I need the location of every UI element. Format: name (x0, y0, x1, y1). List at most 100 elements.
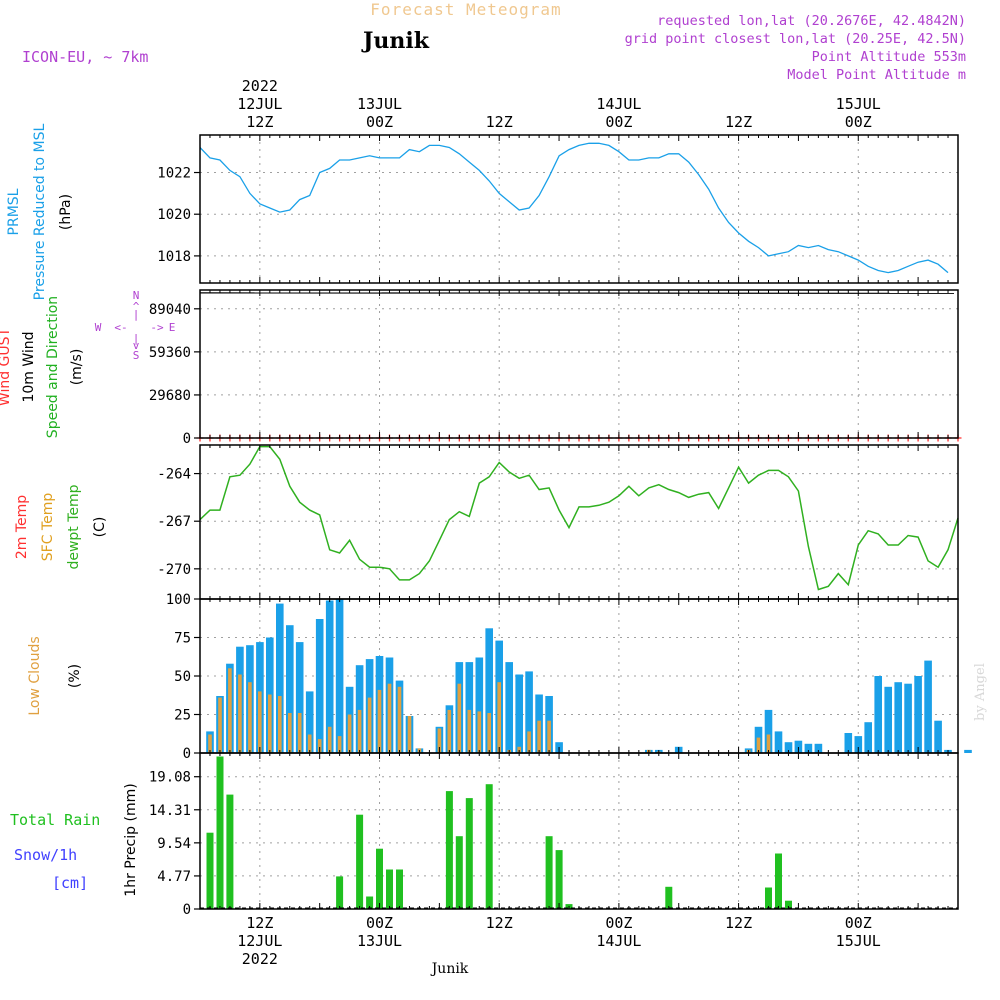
compass-arrow-n: ^ (133, 300, 140, 313)
low-cloud-bar (457, 683, 462, 753)
y-axis-label-clouds: Total Clouds (0, 634, 3, 719)
chart-title: Forecast Meteogram (370, 0, 561, 19)
low-cloud-bar (497, 682, 501, 753)
y-axis-label-wind: (m/s) (69, 349, 85, 386)
total-cloud-bar (804, 743, 813, 753)
y-axis-label-temperature: 2m Temp (14, 495, 30, 559)
requested-coords: requested lon,lat (20.2676E, 42.4842N) (657, 13, 966, 29)
time-label-top: 2022 (242, 77, 278, 95)
low-cloud-bar (377, 689, 382, 753)
y-tick-label: 19.08 (149, 770, 191, 786)
time-label-bottom: 15JUL (836, 932, 881, 950)
total-cloud-bar (794, 740, 803, 753)
gridpoint-coords: grid point closest lon,lat (20.25E, 42.5… (625, 31, 966, 47)
low-cloud-bar (347, 714, 352, 753)
total-cloud-bar (335, 599, 344, 753)
rain-bar (485, 784, 493, 909)
time-label-top: 14JUL (596, 95, 641, 113)
low-cloud-bar (317, 739, 322, 753)
rain-bar (336, 876, 344, 909)
point-altitude: Point Altitude 553m (812, 49, 966, 65)
dewpoint-series-line (199, 445, 959, 591)
y-axis-label-temperature: SFC Temp (40, 493, 56, 562)
axis-ticks (194, 135, 959, 910)
total-cloud-bar (904, 683, 912, 753)
y-tick-label: 4.77 (157, 869, 191, 885)
y-axis-label-clouds: (%) (67, 664, 83, 688)
y-tick-label: 0 (183, 902, 191, 918)
rain-bar (386, 869, 393, 909)
total-cloud-bar (884, 686, 892, 753)
y-axis-label-pressure: PRMSL (6, 188, 22, 235)
rain-bar (366, 896, 374, 909)
time-label-bottom: 00Z (845, 914, 872, 932)
time-label-top: 12Z (486, 113, 513, 131)
y-tick-label: -264 (157, 467, 191, 483)
y-tick-label: -270 (157, 562, 191, 578)
total-cloud-bar (355, 665, 364, 753)
rain-bar (775, 853, 782, 909)
low-cloud-bar (766, 734, 771, 753)
total-cloud-bar (485, 628, 493, 753)
time-label-top: 12Z (246, 113, 273, 131)
time-label-top: 00Z (605, 113, 632, 131)
total-cloud-bar (934, 720, 942, 753)
total-cloud-bar (276, 603, 284, 753)
time-label-bottom: 13JUL (357, 932, 402, 950)
y-tick-label: 89040 (149, 302, 191, 318)
total-cloud-bar (525, 671, 533, 753)
y-axis-label-pressure: Pressure Reduced to MSL (32, 123, 48, 300)
y-tick-label: 100 (166, 592, 191, 608)
y-tick-label: 14.31 (149, 803, 191, 819)
rain-bar (226, 794, 234, 909)
y-axis-label-clouds: Low Clouds (27, 636, 43, 715)
time-label-bottom: 2022 (242, 950, 278, 968)
y-tick-label: 50 (174, 669, 191, 685)
panel-frame-wind (199, 289, 959, 439)
y-tick-label: -267 (157, 514, 191, 530)
compass-east: E (169, 321, 176, 334)
panel-frame-pressure (199, 134, 959, 284)
panel-frame-temperature (199, 444, 959, 600)
rain-bar (216, 756, 224, 909)
low-cloud-bar (238, 674, 242, 753)
total-cloud-bar (854, 736, 863, 753)
low-cloud-bar (756, 737, 761, 753)
compass-arrow-w: <- (114, 321, 127, 334)
pressure-series-line (199, 142, 949, 274)
time-label-top: 15JUL (836, 95, 881, 113)
compass-arrow-e: -> (150, 321, 164, 334)
low-cloud-bar (487, 713, 491, 753)
low-cloud-bar (447, 709, 452, 753)
credit-label: by Angel (973, 663, 988, 721)
time-label-top: 12Z (725, 113, 752, 131)
low-cloud-bar (467, 709, 472, 753)
low-cloud-bar (407, 716, 412, 753)
model-label: ICON-EU, ~ 7km (22, 48, 148, 66)
footer-location: Junik (430, 961, 469, 977)
rain-bar (376, 848, 383, 909)
low-cloud-bar (547, 720, 551, 753)
y-axis-label-wind: 10m Wind (21, 331, 37, 402)
y-tick-label: 9.54 (157, 836, 191, 852)
total-cloud-bar (515, 674, 523, 753)
total-cloud-bar (315, 619, 324, 753)
low-cloud-bar (228, 668, 232, 753)
y-tick-label: 29680 (149, 388, 191, 404)
total-cloud-bar (764, 709, 773, 753)
low-cloud-bar (278, 696, 282, 753)
low-cloud-bar (477, 711, 482, 753)
total-cloud-bar (475, 657, 484, 753)
y-axis-label-wind: Wind GUST (0, 327, 13, 406)
rain-bar (545, 836, 553, 909)
low-cloud-bar (248, 682, 252, 753)
low-cloud-bar (397, 686, 402, 753)
total-cloud-bar (286, 625, 294, 753)
low-cloud-bar (337, 736, 342, 753)
y-axis-label-temperature: (C) (92, 517, 108, 538)
label-snow: Snow/1h (14, 846, 77, 864)
rain-bar (785, 900, 792, 909)
time-label-bottom: 00Z (366, 914, 393, 932)
low-cloud-bar (367, 697, 372, 753)
